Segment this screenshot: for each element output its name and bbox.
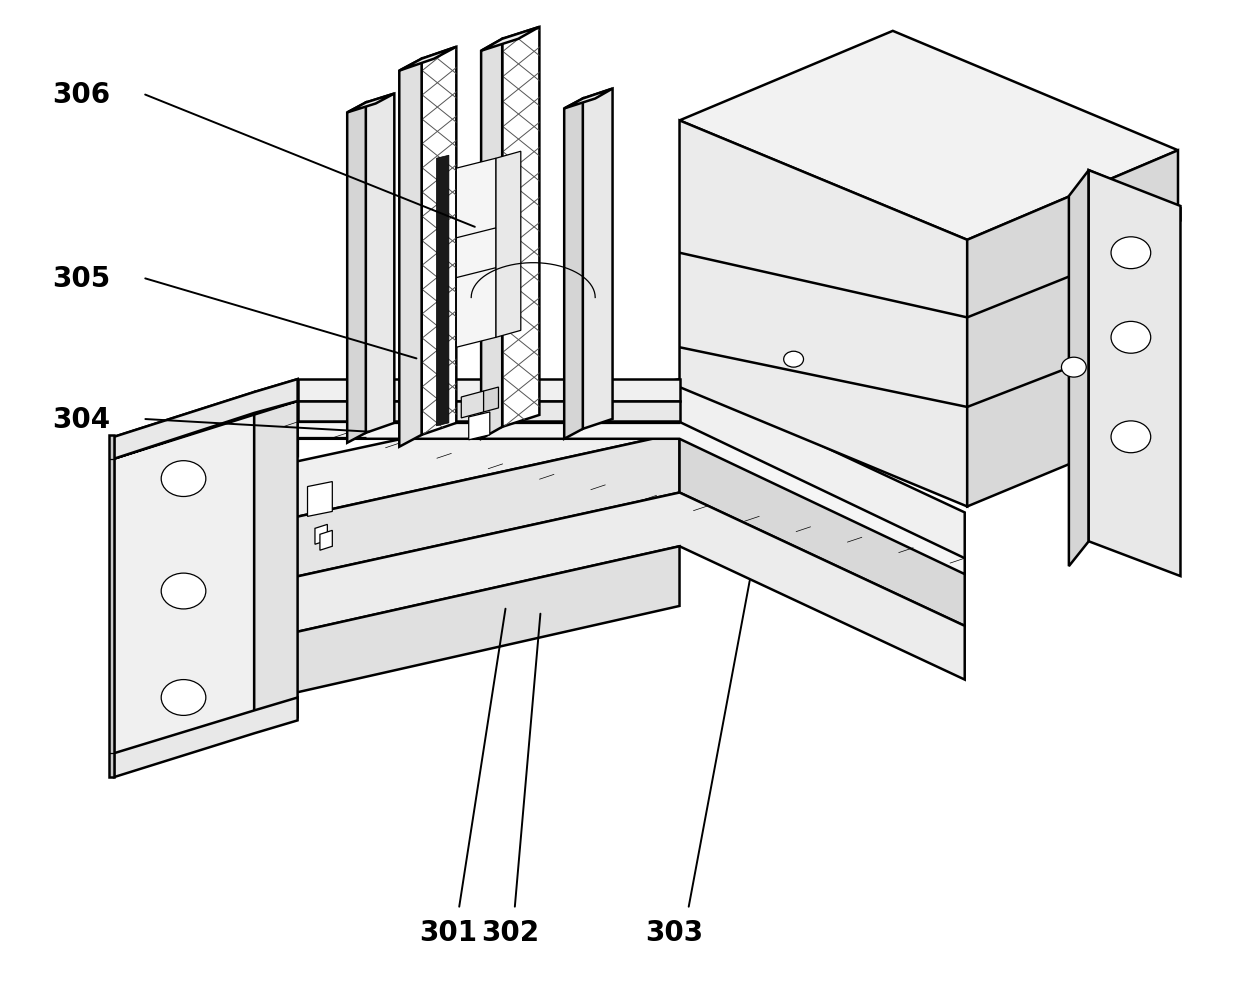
Text: 306: 306 — [52, 81, 110, 108]
Polygon shape — [254, 380, 298, 731]
Polygon shape — [481, 40, 502, 439]
Circle shape — [1111, 421, 1151, 453]
Polygon shape — [114, 393, 254, 775]
Polygon shape — [422, 48, 456, 435]
Polygon shape — [502, 28, 539, 427]
Polygon shape — [114, 698, 298, 777]
Polygon shape — [114, 380, 298, 459]
Circle shape — [784, 352, 804, 368]
Polygon shape — [583, 89, 613, 429]
Polygon shape — [298, 402, 680, 421]
Circle shape — [1111, 322, 1151, 354]
Polygon shape — [461, 392, 484, 418]
Text: 302: 302 — [481, 918, 539, 946]
Polygon shape — [1069, 171, 1089, 567]
Polygon shape — [1089, 171, 1180, 577]
Polygon shape — [469, 413, 490, 440]
Polygon shape — [109, 435, 114, 777]
Text: 303: 303 — [645, 918, 703, 946]
Polygon shape — [347, 103, 366, 443]
Polygon shape — [680, 433, 965, 626]
Circle shape — [1061, 358, 1086, 378]
Polygon shape — [967, 151, 1178, 507]
Polygon shape — [680, 32, 1178, 241]
Polygon shape — [217, 493, 965, 680]
Polygon shape — [320, 531, 332, 551]
Polygon shape — [114, 380, 298, 459]
Polygon shape — [422, 48, 456, 435]
Circle shape — [1111, 238, 1151, 269]
Polygon shape — [496, 152, 521, 338]
Polygon shape — [436, 156, 449, 426]
Circle shape — [161, 574, 206, 609]
Polygon shape — [399, 60, 422, 447]
Polygon shape — [456, 159, 496, 348]
Polygon shape — [298, 422, 965, 575]
Text: 304: 304 — [52, 406, 110, 433]
Polygon shape — [298, 380, 680, 402]
Text: 305: 305 — [52, 264, 110, 292]
Text: 301: 301 — [419, 918, 477, 946]
Polygon shape — [564, 99, 583, 439]
Polygon shape — [366, 94, 394, 433]
Polygon shape — [680, 121, 967, 507]
Polygon shape — [481, 28, 539, 52]
Polygon shape — [315, 525, 327, 545]
Polygon shape — [308, 482, 332, 517]
Polygon shape — [502, 28, 539, 427]
Circle shape — [161, 680, 206, 716]
Polygon shape — [217, 380, 965, 567]
Polygon shape — [217, 433, 680, 594]
Polygon shape — [1089, 171, 1180, 221]
Polygon shape — [347, 94, 394, 113]
Polygon shape — [484, 388, 498, 413]
Circle shape — [161, 461, 206, 497]
Polygon shape — [564, 89, 613, 109]
Polygon shape — [217, 547, 680, 711]
Polygon shape — [399, 48, 456, 72]
